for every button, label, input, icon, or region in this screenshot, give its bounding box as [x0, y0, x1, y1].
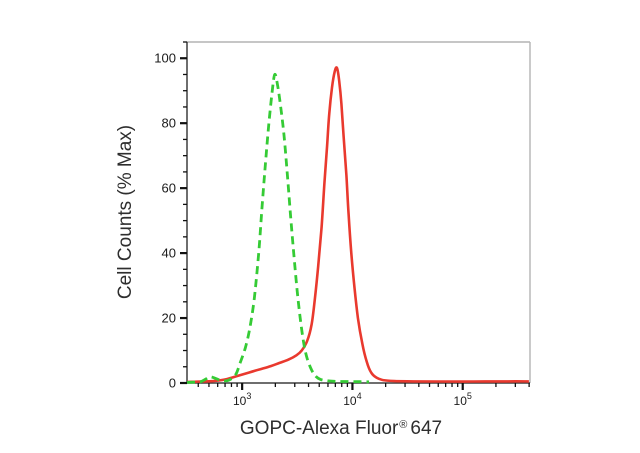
y-tick-label: 0 — [169, 376, 176, 391]
x-axis-title-text: GOPC-Alexa Fluor — [239, 418, 399, 439]
x-axis-title-number: 647 — [410, 418, 443, 439]
y-tick-label: 40 — [162, 246, 176, 261]
y-tick-label: 80 — [162, 116, 176, 131]
green-dashed-curve — [187, 72, 370, 384]
x-tick-label: 103 — [233, 391, 251, 408]
red-solid-curve — [187, 66, 529, 384]
y-tick-label: 20 — [162, 311, 176, 326]
y-tick-label: 100 — [154, 51, 176, 66]
x-tick-label: 104 — [343, 391, 361, 408]
x-axis-title: GOPC-Alexa Fluor® 647 — [240, 418, 442, 440]
registered-trademark-symbol: ® — [399, 419, 408, 431]
y-tick-label: 60 — [162, 181, 176, 196]
y-axis-title: Cell Counts (% Max) — [115, 124, 136, 300]
x-tick-label: 105 — [454, 391, 472, 408]
